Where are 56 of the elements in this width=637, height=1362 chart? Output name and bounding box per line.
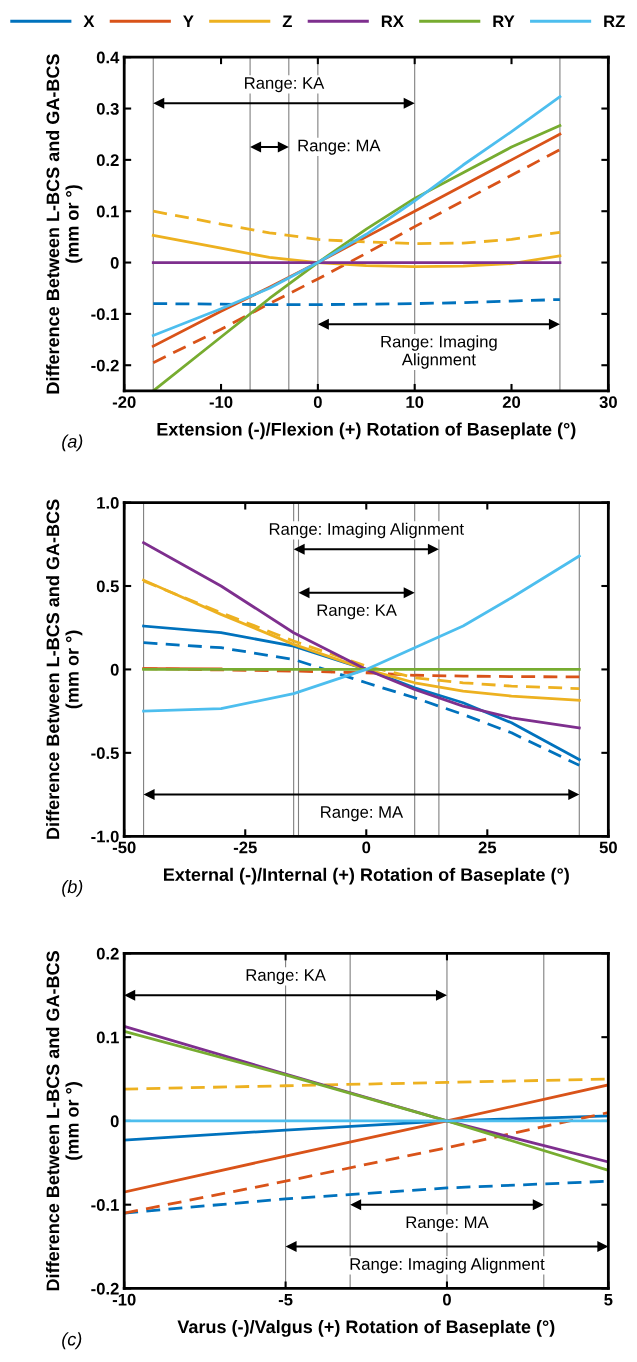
y-tick-label: 0.1 [96,1031,119,1044]
y-tick-label: -1.0 [91,830,119,843]
x-tick-label: 10 [406,396,424,408]
x-tick-label: -20 [112,396,136,408]
annotation: Range: Imaging Alignment [381,335,497,369]
annotation: Range: MA [321,806,404,822]
x-tick-label: 30 [599,396,617,409]
x-tick-label: -10 [209,396,233,408]
y-tick-label: -0.1 [91,308,119,321]
y-tick-label: 0.3 [96,102,119,115]
y-tick-label: 0 [110,1115,119,1128]
text: (b) [62,879,83,897]
y-axis-title: Difference Between L-BCS and GA-BCS (mm or °) [46,54,83,394]
annotation: Range: Imaging Alignment [350,1257,545,1274]
x-tick-label: -50 [112,841,136,854]
y-tick-label: -0.5 [91,747,119,760]
y-tick-label: -0.2 [91,359,119,372]
legend-label: Y [183,15,194,28]
y-axis-title: Difference Between L-BCS and GA-BCS (mm or °) [46,499,83,839]
x-axis-title: External (-)/Internal (+) Rotation of Baseplate (°) [164,867,569,885]
x-tick-label: -5 [278,1293,293,1306]
y-tick-label: -0.2 [91,1282,119,1295]
y-tick-label: 0.4 [96,51,120,64]
x-tick-label: 20 [502,396,521,408]
annotation: Range: KA [246,969,326,985]
annotation: Range: MA [406,1216,489,1232]
y-tick-label: 0.2 [96,154,119,167]
x-axis-title: Varus (-)/Valgus (+) Rotation of Baseplate (°) [177,1319,555,1337]
y-tick-label: 1.0 [97,496,119,509]
legend-label: X [83,15,95,28]
x-tick-label: 0 [313,396,322,408]
legend-label: RX [381,15,404,28]
annotation: Range: KA [317,604,397,620]
x-axis-title: Extension (-)/Flexion (+) Rotation of Baseplate (°) [157,422,576,440]
x-tick-label: 50 [599,841,617,854]
y-tick-label: -0.1 [91,1199,119,1211]
y-tick-label: 0 [110,663,119,676]
x-tick-label: 5 [604,1293,613,1306]
legend-label: RY [493,15,515,28]
annotation: Range: KA [245,77,325,93]
y-tick-label: 0.1 [96,205,119,218]
x-tick-label: 0 [362,841,371,854]
y-tick-label: 0 [110,256,119,269]
x-tick-label: 0 [442,1293,451,1306]
legend-label: RZ [604,15,625,28]
legend-label: Z [282,15,292,28]
text: (c) [62,1332,82,1350]
y-axis-title: Difference Between L-BCS and GA-BCS (mm or °) [46,951,83,1291]
y-tick-label: 0.5 [96,580,119,593]
y-tick-label: 0.2 [96,947,119,960]
annotation: Range: MA [298,139,381,155]
x-tick-label: 25 [478,841,497,854]
x-tick-label: -25 [233,841,257,854]
x-tick-label: -10 [112,1293,136,1306]
annotation: Range: Imaging Alignment [269,522,464,539]
text: (a) [62,434,83,452]
